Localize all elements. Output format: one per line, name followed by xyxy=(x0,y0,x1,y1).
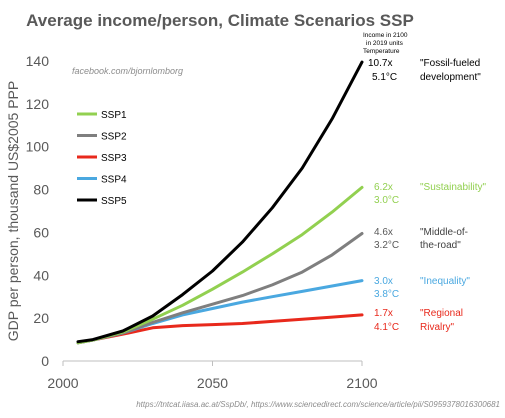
annotation-multiplier-ssp5: 10.7x xyxy=(368,58,392,69)
annotation-temperature-ssp1: 3.0°C xyxy=(374,195,399,206)
annotations: 6.2x 3.0°C "Sustainability" 4.6x 3.2°C "Middl… xyxy=(368,58,486,333)
annotation-scenario-ssp2: "Middle-of- xyxy=(420,227,468,238)
annotation-scenario-ssp4: "Inequality" xyxy=(420,276,470,287)
legend-label-ssp2: SSP2 xyxy=(101,132,127,143)
annotation-temperature-ssp4: 3.8°C xyxy=(374,289,399,300)
y-tick-label: 140 xyxy=(26,53,50,69)
legend-label-ssp1: SSP1 xyxy=(101,110,127,121)
y-tick-label: 120 xyxy=(26,96,50,112)
axis-layer: 0 20 40 60 80 100 120 140 2000 2050 2100 GDP per pe… xyxy=(5,53,378,391)
x-tick-label: 2100 xyxy=(346,375,377,391)
legend-label-ssp4: SSP4 xyxy=(101,175,127,186)
y-tick-label: 100 xyxy=(26,139,50,155)
series-line-ssp5 xyxy=(76,60,364,344)
annotation-multiplier-ssp1: 6.2x xyxy=(374,182,393,193)
chart-watermark: facebook.com/bjornlomborg xyxy=(72,66,183,76)
header-note-line-1: Income in 2100 xyxy=(363,32,408,39)
annotation-temperature-ssp5: 5.1°C xyxy=(372,72,397,83)
x-tick-label: 2050 xyxy=(197,375,228,391)
header-note-line-3: Temperature xyxy=(363,48,400,55)
y-tick-label: 40 xyxy=(33,267,49,283)
y-tick-label: 20 xyxy=(33,310,49,326)
annotation-scenario-ssp5: "Fossil-fueled xyxy=(420,58,480,69)
source-text: https://tntcat.iiasa.ac.at/SspDb/, https… xyxy=(136,400,500,409)
annotation-temperature-ssp2: 3.2°C xyxy=(374,240,399,251)
annotation-scenario-ssp3: "Regional xyxy=(420,308,463,319)
series-line-ssp3 xyxy=(76,313,364,345)
annotation-multiplier-ssp4: 3.0x xyxy=(374,276,393,287)
legend: SSP1 SSP2 SSP3 SSP4 SSP5 xyxy=(77,110,127,207)
y-axis-label: GDP per person, thousand US$2005 PPP xyxy=(5,81,21,341)
header-note-line-2: in 2019 units xyxy=(366,40,404,47)
y-tick-label: 80 xyxy=(33,182,49,198)
annotation-scenario-ssp2: the-road" xyxy=(420,240,461,251)
annotation-scenario-ssp5: development" xyxy=(420,72,481,83)
annotation-temperature-ssp3: 4.1°C xyxy=(374,322,399,333)
y-tick-label: 60 xyxy=(33,224,49,240)
series-layer xyxy=(76,60,364,345)
y-tick-label: 0 xyxy=(41,353,49,369)
annotation-scenario-ssp3: Rivalry" xyxy=(420,322,455,333)
annotation-multiplier-ssp2: 4.6x xyxy=(374,227,393,238)
legend-label-ssp5: SSP5 xyxy=(101,196,127,207)
legend-label-ssp3: SSP3 xyxy=(101,153,127,164)
chart-title: Average income/person, Climate Scenarios… xyxy=(26,11,414,30)
annotation-multiplier-ssp3: 1.7x xyxy=(374,308,393,319)
annotation-scenario-ssp1: "Sustainability" xyxy=(420,182,486,193)
x-tick-label: 2000 xyxy=(47,375,78,391)
